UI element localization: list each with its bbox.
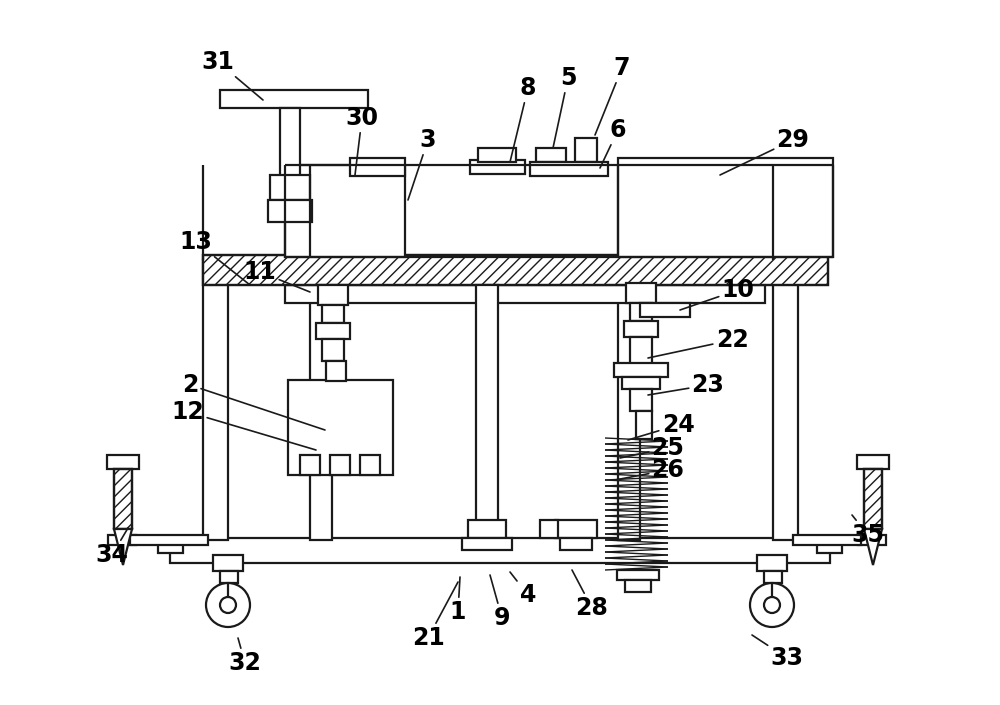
Bar bbox=[220, 571, 238, 583]
Bar bbox=[318, 285, 348, 305]
Bar bbox=[322, 305, 344, 323]
Bar bbox=[470, 160, 525, 174]
Bar bbox=[793, 535, 861, 545]
Text: 13: 13 bbox=[180, 230, 250, 285]
Bar bbox=[857, 455, 889, 469]
Bar bbox=[617, 570, 659, 580]
Bar bbox=[316, 323, 350, 339]
Text: 28: 28 bbox=[572, 570, 608, 620]
Text: 24: 24 bbox=[628, 413, 694, 440]
Bar bbox=[540, 520, 558, 538]
Bar bbox=[630, 389, 652, 411]
Bar bbox=[360, 455, 380, 475]
Bar bbox=[625, 580, 651, 592]
Bar bbox=[285, 165, 405, 257]
Text: 26: 26 bbox=[615, 458, 684, 482]
Bar bbox=[310, 258, 332, 540]
Bar bbox=[213, 555, 243, 571]
Circle shape bbox=[220, 597, 236, 613]
Bar bbox=[622, 377, 660, 389]
Circle shape bbox=[206, 583, 250, 627]
Bar bbox=[114, 469, 132, 529]
Bar bbox=[614, 363, 668, 377]
Bar bbox=[575, 138, 597, 162]
Text: 6: 6 bbox=[600, 118, 626, 168]
Bar bbox=[560, 538, 592, 550]
Bar bbox=[538, 162, 564, 174]
Polygon shape bbox=[114, 529, 132, 565]
Text: 25: 25 bbox=[620, 436, 684, 460]
Text: 5: 5 bbox=[553, 66, 576, 148]
Bar bbox=[350, 158, 405, 176]
Bar bbox=[555, 520, 597, 538]
Circle shape bbox=[750, 583, 794, 627]
Text: 12: 12 bbox=[172, 400, 316, 450]
Bar bbox=[468, 520, 506, 538]
Text: 23: 23 bbox=[648, 373, 724, 397]
Bar bbox=[330, 455, 350, 475]
Text: 2: 2 bbox=[182, 373, 325, 430]
Bar bbox=[630, 337, 652, 365]
Text: 4: 4 bbox=[510, 572, 536, 607]
Text: 29: 29 bbox=[720, 128, 809, 175]
Bar bbox=[203, 255, 828, 285]
Bar bbox=[530, 162, 608, 176]
Bar bbox=[280, 108, 300, 208]
Bar bbox=[203, 255, 828, 285]
Text: 7: 7 bbox=[595, 56, 630, 135]
Bar bbox=[462, 538, 512, 550]
Text: 9: 9 bbox=[490, 575, 510, 630]
Bar bbox=[322, 339, 344, 361]
Bar bbox=[817, 538, 842, 553]
Text: 8: 8 bbox=[510, 76, 536, 162]
Bar bbox=[864, 469, 882, 529]
Text: 10: 10 bbox=[680, 278, 754, 310]
Text: 11: 11 bbox=[244, 260, 310, 292]
Bar bbox=[326, 361, 346, 381]
Bar bbox=[618, 258, 640, 540]
Bar bbox=[476, 285, 498, 545]
Bar bbox=[170, 538, 830, 563]
Bar bbox=[114, 469, 132, 529]
Bar bbox=[757, 555, 787, 571]
Text: 1: 1 bbox=[450, 577, 466, 624]
Text: 33: 33 bbox=[752, 635, 804, 670]
Bar bbox=[764, 571, 782, 583]
Bar bbox=[858, 535, 886, 545]
Bar bbox=[300, 455, 320, 475]
Bar bbox=[268, 200, 312, 222]
Text: 34: 34 bbox=[96, 528, 128, 567]
Text: 22: 22 bbox=[648, 328, 748, 358]
Bar bbox=[220, 90, 368, 108]
Text: 30: 30 bbox=[346, 106, 378, 175]
Bar bbox=[864, 469, 882, 529]
Bar bbox=[630, 303, 652, 321]
Bar bbox=[618, 158, 833, 257]
Bar bbox=[536, 148, 566, 170]
Bar bbox=[203, 260, 228, 540]
Bar bbox=[108, 535, 136, 545]
Text: 31: 31 bbox=[202, 50, 263, 100]
Text: 32: 32 bbox=[229, 638, 261, 675]
Circle shape bbox=[764, 597, 780, 613]
Text: 21: 21 bbox=[412, 582, 458, 650]
Bar bbox=[158, 538, 183, 553]
Bar bbox=[285, 285, 765, 303]
Text: 35: 35 bbox=[852, 515, 885, 547]
Bar bbox=[636, 411, 652, 439]
Bar bbox=[478, 148, 516, 162]
Bar bbox=[130, 535, 208, 545]
Polygon shape bbox=[864, 529, 882, 565]
Bar bbox=[640, 303, 690, 317]
Bar bbox=[270, 175, 310, 200]
Bar bbox=[107, 455, 139, 469]
Text: 3: 3 bbox=[408, 128, 436, 200]
Bar bbox=[624, 321, 658, 337]
Bar bbox=[773, 260, 798, 540]
Bar bbox=[626, 283, 656, 303]
Bar bbox=[288, 380, 393, 475]
